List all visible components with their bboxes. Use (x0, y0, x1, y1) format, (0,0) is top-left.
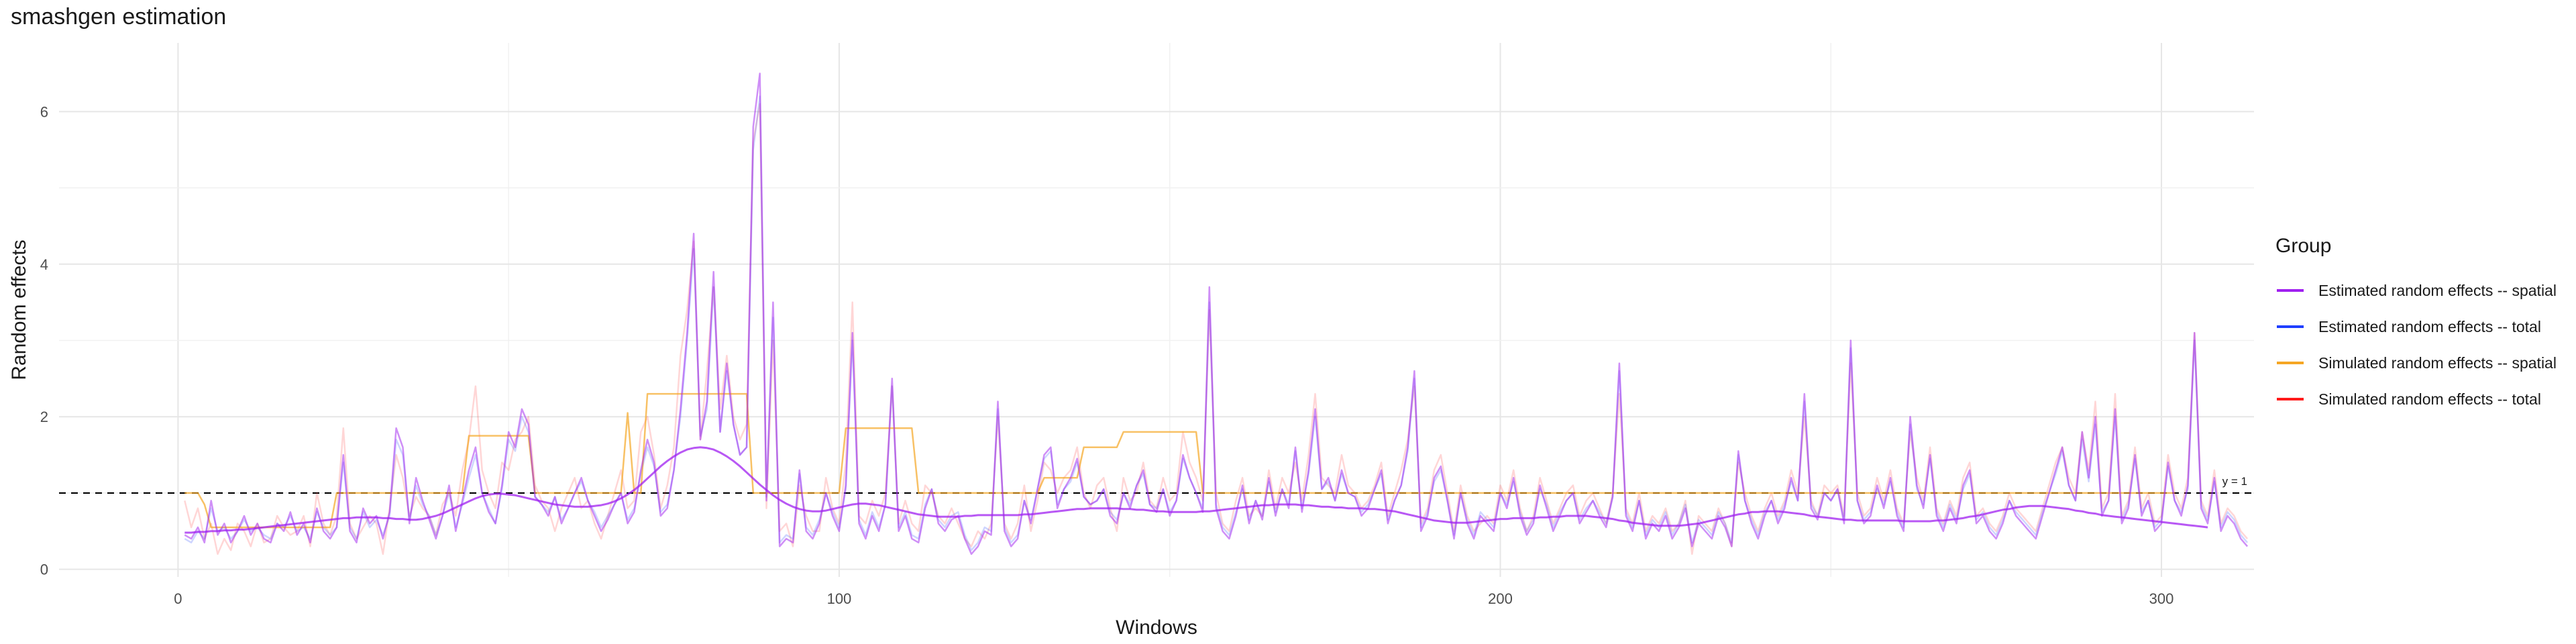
axis-layer: 0 100 200 300 0 2 4 6 Windows Random effects (8, 103, 2174, 639)
y-tick-label: 6 (40, 103, 48, 120)
legend-label-simulated-spatial: Simulated random effects -- spatial (2318, 354, 2557, 372)
y-tick-label: 4 (40, 256, 48, 273)
legend-title: Group (2275, 235, 2332, 257)
legend-item: Estimated random effects -- total (2275, 309, 2557, 345)
series-line (184, 72, 2249, 555)
series-line (184, 392, 2175, 529)
x-tick-label: 100 (827, 590, 852, 607)
legend-item: Simulated random effects -- spatial (2275, 345, 2557, 381)
legend-item: Simulated random effects -- total (2275, 381, 2557, 417)
x-tick-label: 200 (1488, 590, 1513, 607)
legend-swatch-estimated-total (2277, 325, 2304, 328)
legend-label-estimated-total: Estimated random effects -- total (2318, 317, 2541, 335)
legend-label-estimated-spatial: Estimated random effects -- spatial (2318, 281, 2557, 299)
chart-title: smashgen estimation (11, 4, 227, 30)
legend-swatch-simulated-total (2277, 398, 2304, 400)
reference-line-label: y = 1 (2222, 475, 2247, 488)
legend-item: Estimated random effects -- spatial (2275, 272, 2557, 309)
y-axis-title: Random effects (8, 239, 30, 380)
y-tick-label: 2 (40, 409, 48, 425)
series-line-smooth-trend (184, 446, 2208, 534)
x-tick-label: 0 (174, 590, 182, 607)
y-tick-label: 0 (40, 561, 48, 578)
legend-swatch-estimated-spatial (2277, 289, 2304, 292)
legend-label-simulated-total: Simulated random effects -- total (2318, 390, 2541, 408)
legend: Group Estimated random effects -- spatia… (2275, 235, 2557, 417)
x-tick-label: 300 (2149, 590, 2174, 607)
x-axis-title: Windows (1116, 616, 1197, 639)
legend-swatch-simulated-spatial (2277, 362, 2304, 364)
series-layer (184, 72, 2249, 555)
